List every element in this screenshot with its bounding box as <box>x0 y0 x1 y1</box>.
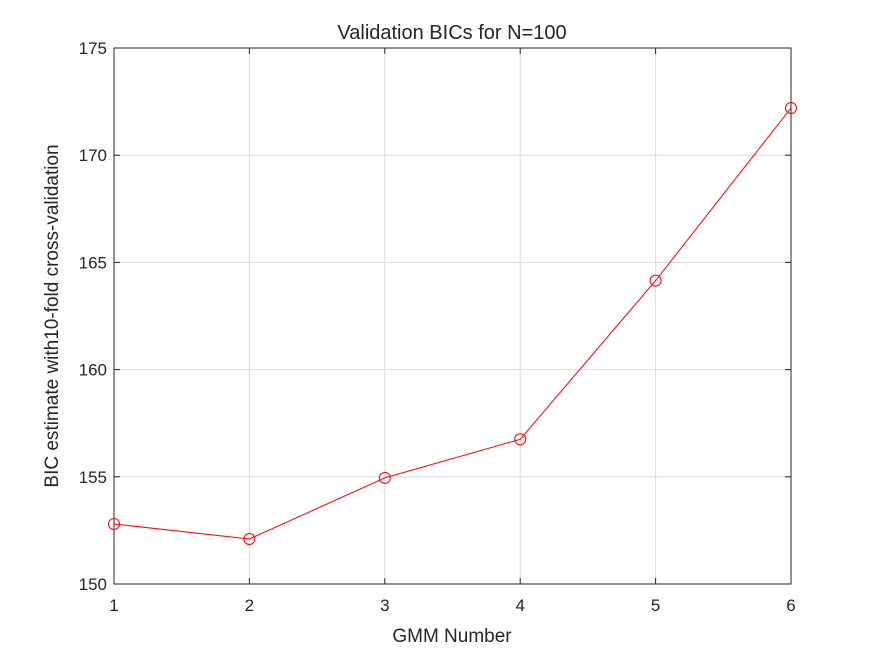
grid-layer <box>114 48 791 584</box>
series-line <box>113 107 792 540</box>
x-tick-label: 2 <box>245 596 254 615</box>
data-point-marker <box>514 433 527 446</box>
y-tick-label: 155 <box>79 468 107 487</box>
data-point-marker <box>243 532 256 545</box>
data-point-marker <box>378 471 391 484</box>
x-tick-label: 4 <box>515 596 524 615</box>
plot-frame <box>113 47 792 585</box>
data-point-marker <box>108 517 120 530</box>
x-axis-label: GMM Number <box>392 626 512 647</box>
x-tick-label: 3 <box>380 596 389 615</box>
data-point-marker <box>785 102 797 115</box>
y-tick-label: 165 <box>79 253 107 272</box>
y-tick-label: 170 <box>79 146 107 165</box>
x-tick-label: 5 <box>651 596 660 615</box>
x-tick-label: 6 <box>786 596 795 615</box>
y-axis-label: BIC estimate with10-fold cross-validatio… <box>42 144 63 487</box>
series-layer <box>108 102 797 545</box>
chart-title: Validation BICs for N=100 <box>337 22 566 44</box>
y-tick-label: 150 <box>79 575 107 594</box>
y-tick-label: 160 <box>79 361 107 380</box>
tick-layer: 1 2 3 4 5 6 150 155 160 165 170 175 <box>79 39 796 615</box>
x-tick-label: 1 <box>109 596 118 615</box>
y-tick-label: 175 <box>79 39 107 58</box>
data-point-marker <box>649 274 662 287</box>
